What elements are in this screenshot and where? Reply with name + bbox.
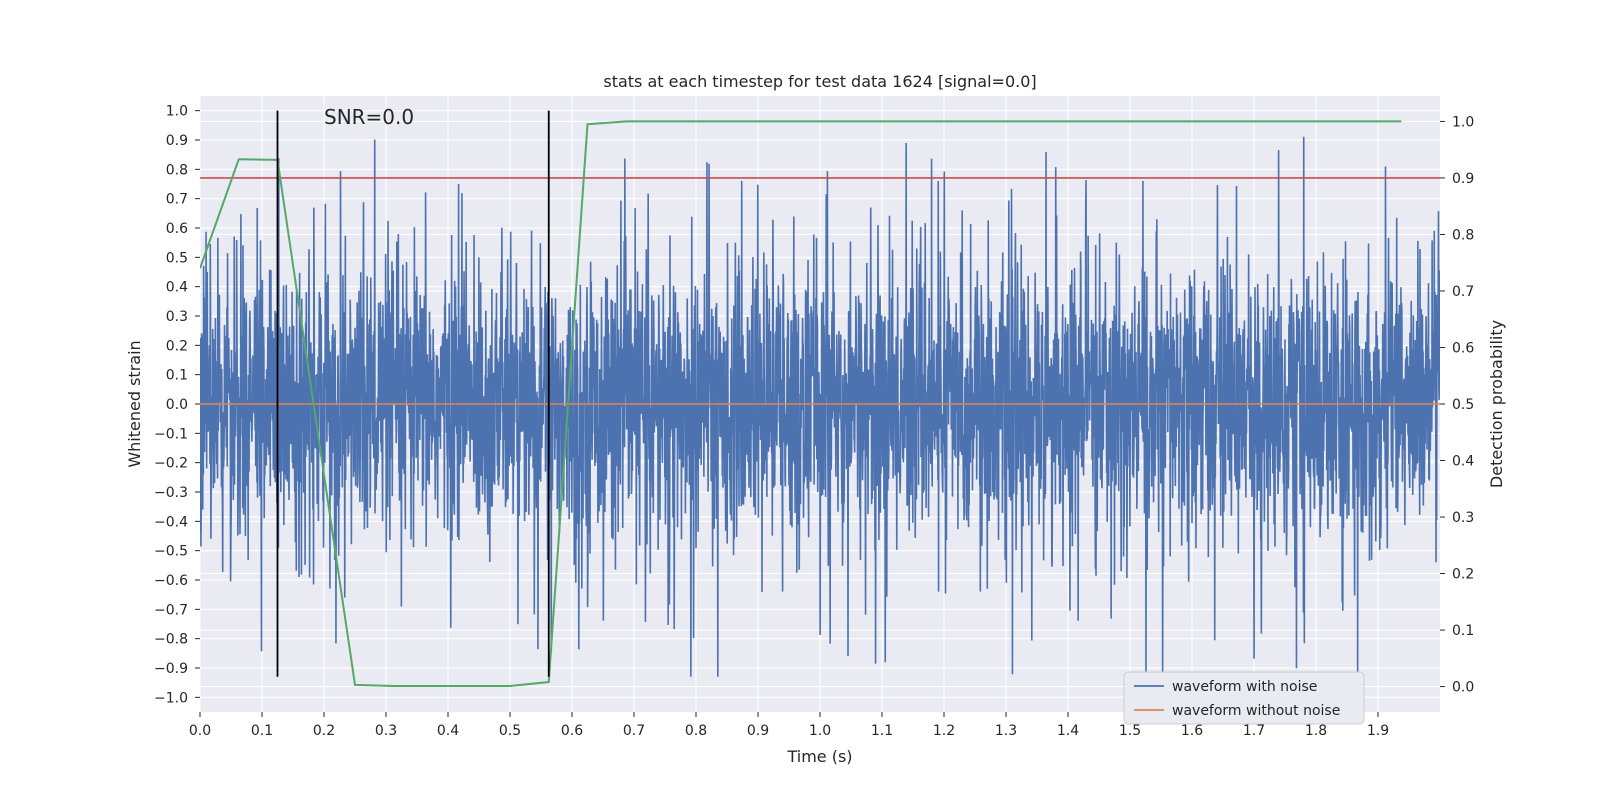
x-tick-label: 0.9 — [747, 723, 769, 739]
y-tick-label: −0.8 — [154, 632, 188, 648]
y-tick-label: 0.6 — [166, 221, 188, 237]
y-tick-label: 0.2 — [166, 338, 188, 354]
y-tick-label: 0.7 — [166, 192, 188, 208]
y2-tick-label: 0.8 — [1452, 227, 1474, 243]
x-tick-label: 0.0 — [189, 723, 211, 739]
y-tick-label: 0.0 — [166, 397, 188, 413]
y-tick-label: 0.3 — [166, 309, 188, 325]
x-tick-label: 1.2 — [933, 723, 955, 739]
y2-tick-label: 0.2 — [1452, 567, 1474, 583]
y2-tick-label: 0.1 — [1452, 623, 1474, 639]
x-tick-label: 1.3 — [995, 723, 1017, 739]
plot-series — [200, 110, 1440, 687]
x-axis-label: Time (s) — [786, 747, 852, 766]
y2-tick-label: 0.5 — [1452, 397, 1474, 413]
y-tick-label: 0.8 — [166, 162, 188, 178]
chart-title: stats at each timestep for test data 162… — [603, 72, 1036, 91]
y-tick-label: 0.9 — [166, 133, 188, 149]
y2-tick-label: 0.0 — [1452, 680, 1474, 696]
x-tick-label: 1.9 — [1367, 723, 1389, 739]
y-tick-label: −0.2 — [154, 456, 188, 472]
y-axis-ticks: 1.0 0.9 0.8 0.7 0.6 0.5 0.4 0.3 0.2 0.1 0.0 −0.1 −0.… — [154, 104, 200, 706]
vertical-markers — [276, 110, 550, 677]
y-tick-label: 0.5 — [166, 250, 188, 266]
snr-annotation: SNR=0.0 — [324, 105, 414, 129]
x-tick-label: 1.5 — [1119, 723, 1141, 739]
y-tick-label: −0.1 — [154, 426, 188, 442]
y-tick-label: 0.1 — [166, 368, 188, 384]
y2-tick-label: 0.3 — [1452, 510, 1474, 526]
legend-box — [1123, 671, 1365, 725]
x-tick-label: 0.8 — [685, 723, 707, 739]
x-tick-label: 0.7 — [623, 723, 645, 739]
y-axis-label: Whitened strain — [125, 340, 144, 467]
y-tick-label: −0.9 — [154, 661, 188, 677]
y2-tick-label: 0.6 — [1452, 340, 1474, 356]
x-tick-label: 1.1 — [871, 723, 893, 739]
y-tick-label: 1.0 — [166, 104, 188, 120]
x-tick-label: 1.7 — [1243, 723, 1265, 739]
x-tick-label: 0.6 — [561, 723, 583, 739]
y2-axis-label: Detection probability — [1487, 320, 1506, 488]
y2-tick-label: 1.0 — [1452, 114, 1474, 130]
x-axis-ticks: 0.0 0.1 0.2 0.3 0.4 0.5 0.6 0.7 0.8 0.9 1.0 1.1 1.2 1… — [189, 712, 1389, 739]
y-tick-label: −0.4 — [154, 514, 188, 530]
y-tick-label: 0.4 — [166, 280, 188, 296]
y-tick-label: −0.6 — [154, 573, 188, 589]
y-tick-label: −0.3 — [154, 485, 188, 501]
x-tick-label: 1.6 — [1181, 723, 1203, 739]
y2-tick-label: 0.9 — [1452, 171, 1474, 187]
y-tick-label: −1.0 — [154, 690, 188, 706]
detection-probability-line — [200, 120, 1402, 687]
x-tick-label: 0.4 — [437, 723, 459, 739]
x-tick-label: 1.4 — [1057, 723, 1079, 739]
y2-tick-label: 0.4 — [1452, 454, 1474, 470]
x-tick-label: 1.0 — [809, 723, 831, 739]
y2-axis-ticks: 1.0 0.9 0.8 0.7 0.6 0.5 0.4 0.3 0.2 0.1 0.0 — [1440, 114, 1474, 696]
y-tick-label: −0.7 — [154, 602, 188, 618]
x-tick-label: 0.3 — [375, 723, 397, 739]
legend-label-waveform-with-noise: waveform with noise — [1172, 679, 1317, 695]
series-waveform-with-noise-line — [200, 136, 1440, 677]
legend: waveform with noise waveform without noi… — [1123, 671, 1365, 725]
y-tick-label: −0.5 — [154, 544, 188, 560]
y2-tick-label: 0.7 — [1452, 284, 1474, 300]
x-tick-label: 1.8 — [1305, 723, 1327, 739]
legend-label-waveform-without-noise: waveform without noise — [1172, 703, 1340, 719]
x-tick-label: 0.5 — [499, 723, 521, 739]
x-tick-label: 0.1 — [251, 723, 273, 739]
x-tick-label: 0.2 — [313, 723, 335, 739]
